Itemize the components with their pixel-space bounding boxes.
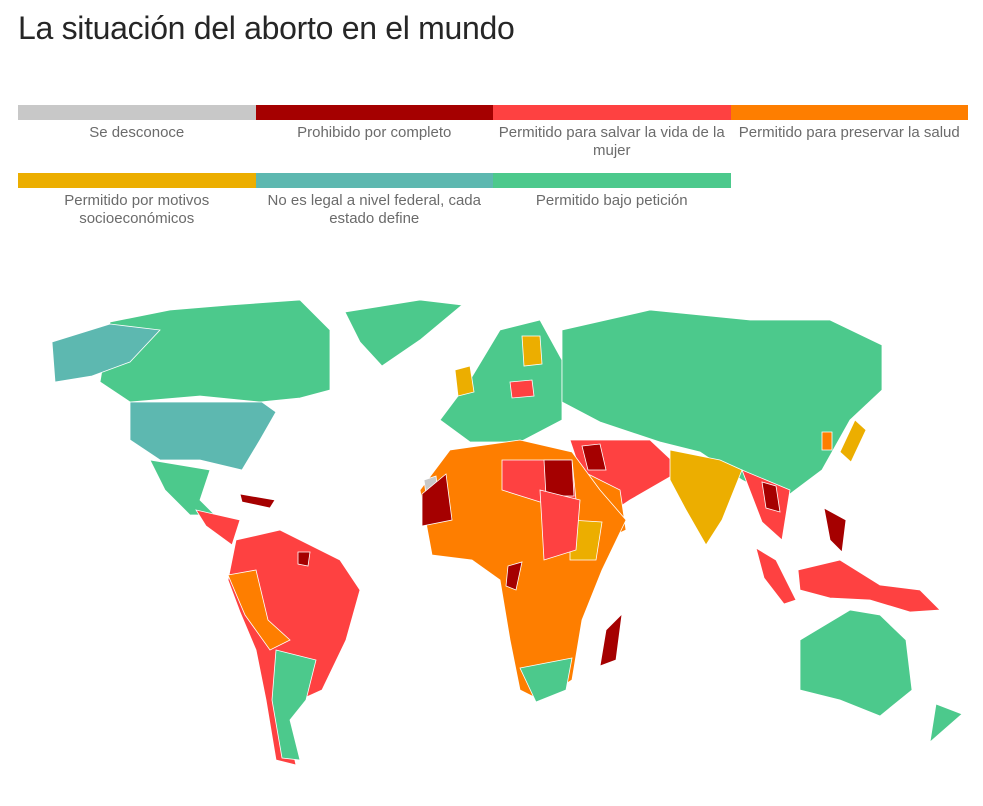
legend-item: Permitido para preservar la salud	[730, 105, 968, 169]
new-zealand	[929, 703, 963, 744]
legend-item: Permitido para salvar la vida de la muje…	[493, 105, 731, 169]
legend-label: Prohibido por completo	[297, 124, 452, 141]
alaska	[51, 323, 161, 383]
laos	[761, 481, 781, 513]
legend-swatch	[255, 105, 493, 120]
legend-label: Permitido bajo petición	[535, 192, 688, 209]
legend-swatch	[493, 105, 731, 120]
peru-bolivia	[227, 569, 291, 651]
south-america	[227, 529, 361, 766]
mexico	[149, 459, 216, 516]
russia-asia	[561, 309, 883, 501]
iraq	[581, 443, 607, 471]
legend-item: Permitido por motivos socioeconómicos	[18, 173, 256, 237]
legend: Se desconoce Prohibido por completo Permit…	[18, 105, 968, 237]
usa	[129, 401, 277, 471]
india	[669, 449, 743, 546]
title: La situación del aborto en el mundo	[18, 10, 515, 46]
australia	[799, 609, 913, 717]
legend-label: No es legal a nivel federal, cada estado…	[267, 192, 481, 227]
madagascar	[599, 612, 623, 667]
legend-swatch	[18, 105, 256, 120]
greenland	[344, 299, 463, 367]
legend-label: Permitido por motivos socioeconómicos	[64, 192, 210, 227]
legend-label: Se desconoce	[89, 124, 185, 141]
world-map	[51, 299, 963, 766]
legend-swatch	[730, 105, 968, 120]
japan	[839, 419, 867, 463]
caribbean	[239, 493, 276, 509]
mauritania	[421, 473, 453, 527]
indonesia-east	[797, 559, 941, 613]
korea	[821, 431, 833, 451]
egypt	[543, 459, 575, 497]
legend-item: Se desconoce	[18, 105, 256, 169]
indonesia-west	[755, 547, 797, 605]
legend-item: No es legal a nivel federal, cada estado…	[255, 173, 493, 237]
congo	[505, 561, 523, 591]
legend-label: Permitido para salvar la vida de la muje…	[498, 124, 725, 159]
legend-item: Permitido bajo petición	[493, 173, 731, 237]
legend-swatch	[255, 173, 493, 188]
legend-swatch	[18, 173, 256, 188]
canada	[99, 299, 331, 403]
philippines	[823, 507, 847, 553]
southern-cone	[271, 649, 317, 761]
central-africa	[539, 489, 581, 561]
legend-label: Permitido para preservar la salud	[738, 124, 960, 141]
central-america	[195, 509, 241, 546]
legend-item: Prohibido por completo	[255, 105, 493, 169]
southern-africa	[519, 657, 573, 703]
poland	[509, 379, 535, 399]
finland	[521, 335, 543, 367]
uk	[454, 365, 475, 397]
guiana	[297, 551, 311, 567]
legend-swatch	[493, 173, 731, 188]
